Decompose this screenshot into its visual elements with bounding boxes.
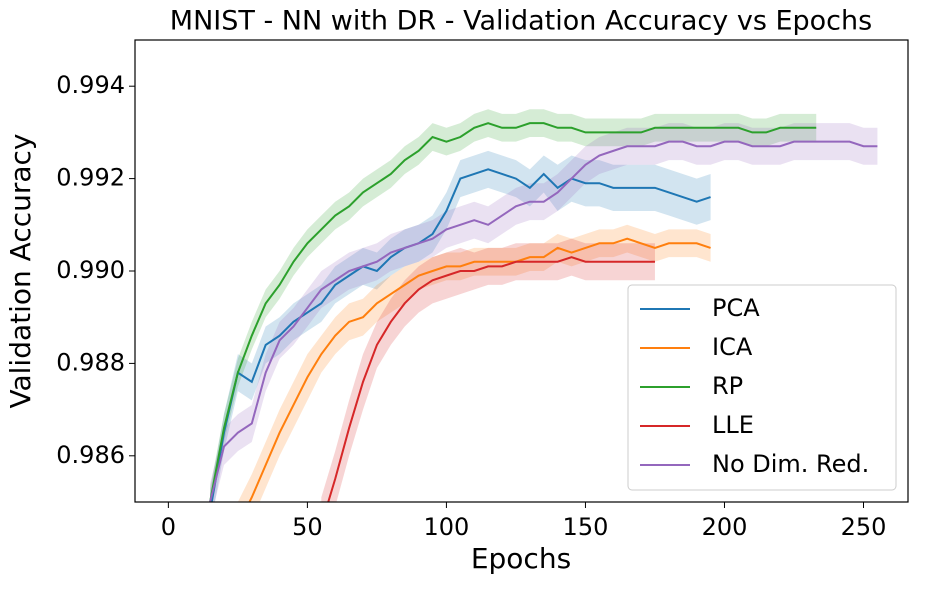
legend-box bbox=[627, 284, 897, 491]
legend-label: ICA bbox=[712, 333, 753, 361]
legend: PCA ICA RP LLE No Dim. Red. bbox=[627, 284, 897, 491]
x-tick-label: 200 bbox=[702, 513, 748, 541]
y-axis-label: Validation Accuracy bbox=[4, 134, 37, 409]
error-band bbox=[210, 123, 878, 502]
series-line bbox=[210, 168, 711, 502]
error-band bbox=[237, 224, 711, 502]
x-tick-label: 50 bbox=[292, 513, 323, 541]
y-tick-label: 0.992 bbox=[56, 164, 125, 192]
legend-label: RP bbox=[712, 372, 743, 400]
y-tick-label: 0.988 bbox=[56, 348, 125, 376]
legend-label: LLE bbox=[712, 411, 754, 439]
series-line bbox=[248, 237, 711, 502]
x-axis-label: Epochs bbox=[471, 542, 571, 575]
y-tick-label: 0.994 bbox=[56, 71, 125, 99]
x-tick-label: 150 bbox=[563, 513, 609, 541]
error-band bbox=[210, 150, 711, 502]
x-tick-label: 100 bbox=[424, 513, 470, 541]
legend-label: PCA bbox=[712, 294, 760, 322]
legend-label: No Dim. Red. bbox=[712, 450, 869, 478]
error-band bbox=[210, 109, 817, 502]
x-tick-label: 0 bbox=[161, 513, 176, 541]
series-line bbox=[209, 122, 817, 502]
series-line bbox=[327, 256, 655, 502]
axes: 0 50 100 150 200 250 0.986 0.988 0.990 0.992 0.994 bbox=[56, 71, 886, 541]
y-tick-label: 0.990 bbox=[56, 256, 125, 284]
chart-title: MNIST - NN with DR - Validation Accuracy… bbox=[170, 6, 872, 37]
x-tick-label: 250 bbox=[841, 513, 887, 541]
y-tick-label: 0.986 bbox=[56, 441, 125, 469]
series-line bbox=[209, 140, 878, 502]
lines bbox=[209, 122, 878, 502]
